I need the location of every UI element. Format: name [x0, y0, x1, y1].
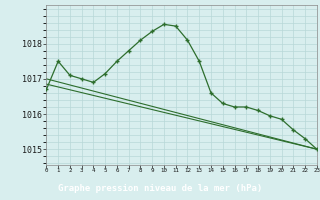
Text: Graphe pression niveau de la mer (hPa): Graphe pression niveau de la mer (hPa) [58, 184, 262, 193]
